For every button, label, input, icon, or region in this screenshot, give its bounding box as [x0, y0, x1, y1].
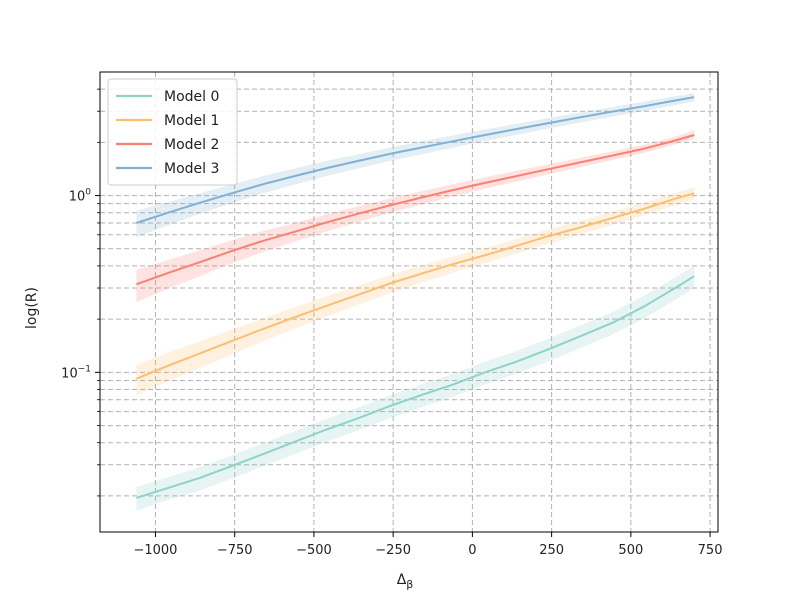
x-axis: −1000 −750 −500 −250 0 250 500 750	[133, 532, 722, 558]
x-tick-label: 500	[618, 543, 643, 558]
grid-lines	[100, 72, 718, 532]
x-tick-label: −750	[217, 543, 253, 558]
confidence-band	[136, 130, 695, 302]
confidence-band	[136, 265, 695, 511]
legend: Model 0 Model 1 Model 2 Model 3	[107, 78, 238, 186]
series-line	[136, 96, 695, 224]
plot-frame	[99, 71, 719, 533]
confidence-band	[136, 187, 695, 396]
y-tick-label: 10−1	[61, 364, 91, 381]
x-tick-label: 0	[468, 543, 476, 558]
legend-label: Model 2	[164, 137, 219, 153]
y-tick-label: 100	[69, 188, 92, 205]
legend-label: Model 1	[164, 113, 219, 129]
x-tick-label: −1000	[133, 543, 177, 558]
y-axis-label: log(R)	[24, 287, 40, 329]
y-axis: 10−1 100	[61, 88, 100, 497]
x-axis-label: Δβ	[397, 572, 414, 591]
x-tick-label: 750	[698, 543, 723, 558]
series-line	[136, 134, 695, 286]
legend-label: Model 0	[164, 89, 219, 105]
series-lines	[136, 96, 695, 499]
legend-box	[107, 78, 238, 186]
x-tick-label: 250	[539, 543, 564, 558]
series-line	[136, 192, 695, 380]
x-tick-label: −500	[296, 543, 332, 558]
x-tick-label: −250	[375, 543, 411, 558]
series-line	[136, 275, 695, 499]
legend-label: Model 3	[164, 161, 219, 177]
